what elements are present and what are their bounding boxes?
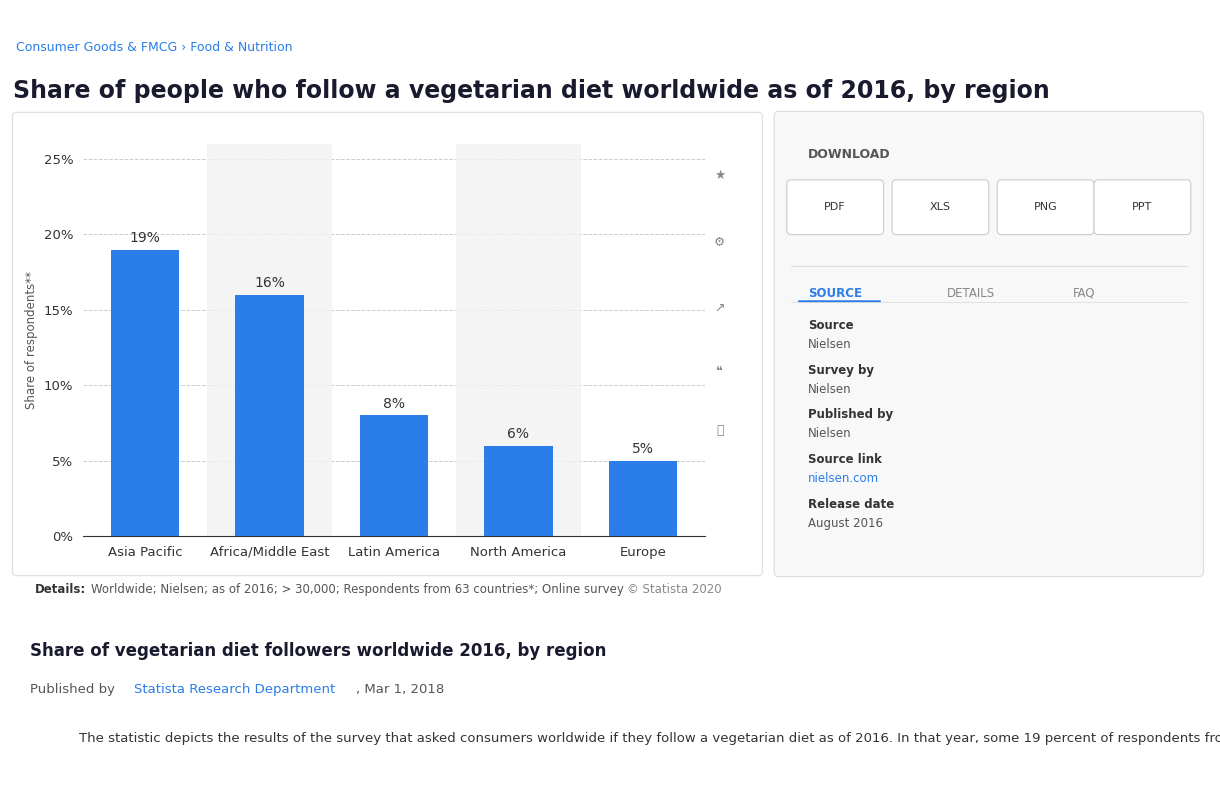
Bar (360, 415, 428, 536)
Text: 5%: 5% (632, 442, 654, 456)
FancyBboxPatch shape (997, 180, 1094, 234)
Text: Consumer Goods & FMCG › Food & Nutrition: Consumer Goods & FMCG › Food & Nutrition (16, 41, 292, 54)
Text: Release date: Release date (808, 498, 894, 510)
Text: Worldwide; Nielsen; as of 2016; > 30,000; Respondents from 63 countries*; Online: Worldwide; Nielsen; as of 2016; > 30,000… (92, 582, 623, 595)
Text: PPT: PPT (1132, 202, 1153, 212)
Text: , Mar 1, 2018: , Mar 1, 2018 (356, 683, 444, 696)
Text: Nielsen: Nielsen (808, 427, 852, 441)
Text: © Statista 2020: © Statista 2020 (627, 582, 721, 595)
Text: The statistic depicts the results of the survey that asked consumers worldwide i: The statistic depicts the results of the… (79, 731, 1220, 745)
Text: 19%: 19% (129, 231, 161, 245)
Text: 16%: 16% (254, 276, 285, 290)
Bar (207, 144, 332, 536)
Y-axis label: Share of respondents**: Share of respondents** (26, 271, 38, 409)
Text: DETAILS: DETAILS (947, 287, 994, 300)
Text: +: + (1141, 38, 1154, 53)
FancyBboxPatch shape (12, 112, 762, 576)
Text: ▦: ▦ (37, 729, 49, 743)
Text: Source link: Source link (808, 453, 882, 466)
Text: SOURCE: SOURCE (808, 287, 861, 300)
Text: 8%: 8% (383, 397, 405, 411)
Text: ⚙: ⚙ (714, 235, 726, 249)
Text: August 2016: August 2016 (808, 517, 883, 530)
Text: Survey by: Survey by (808, 364, 874, 377)
Text: ★: ★ (714, 169, 726, 182)
Text: nielsen.com: nielsen.com (808, 472, 878, 485)
Text: DOWNLOAD: DOWNLOAD (808, 148, 891, 161)
Text: Nielsen: Nielsen (808, 382, 852, 396)
FancyBboxPatch shape (787, 180, 883, 234)
Bar (609, 461, 677, 536)
Text: Published by: Published by (808, 408, 893, 422)
Text: Published by: Published by (30, 683, 120, 696)
Bar (235, 294, 304, 536)
FancyBboxPatch shape (775, 111, 1203, 577)
Text: PNG: PNG (1033, 202, 1058, 212)
Text: Details:: Details: (34, 582, 85, 595)
Bar (456, 144, 581, 536)
Text: ⎙: ⎙ (716, 424, 723, 437)
Bar (111, 250, 179, 536)
Text: ↗: ↗ (715, 302, 725, 315)
Text: Source: Source (808, 319, 854, 332)
Text: PREMIUM: PREMIUM (1063, 41, 1119, 50)
Text: Share of vegetarian diet followers worldwide 2016, by region: Share of vegetarian diet followers world… (30, 642, 606, 659)
Text: FAQ: FAQ (1074, 287, 1096, 300)
Text: PDF: PDF (825, 202, 845, 212)
Text: ❝: ❝ (716, 365, 723, 378)
Text: Statista Research Department: Statista Research Department (134, 683, 336, 696)
FancyBboxPatch shape (1094, 180, 1191, 234)
FancyBboxPatch shape (892, 180, 988, 234)
Text: Nielsen: Nielsen (808, 338, 852, 351)
Text: 6%: 6% (508, 427, 529, 441)
Bar (484, 446, 553, 536)
Text: Share of people who follow a vegetarian diet worldwide as of 2016, by region: Share of people who follow a vegetarian … (12, 78, 1049, 102)
Text: XLS: XLS (930, 202, 950, 212)
